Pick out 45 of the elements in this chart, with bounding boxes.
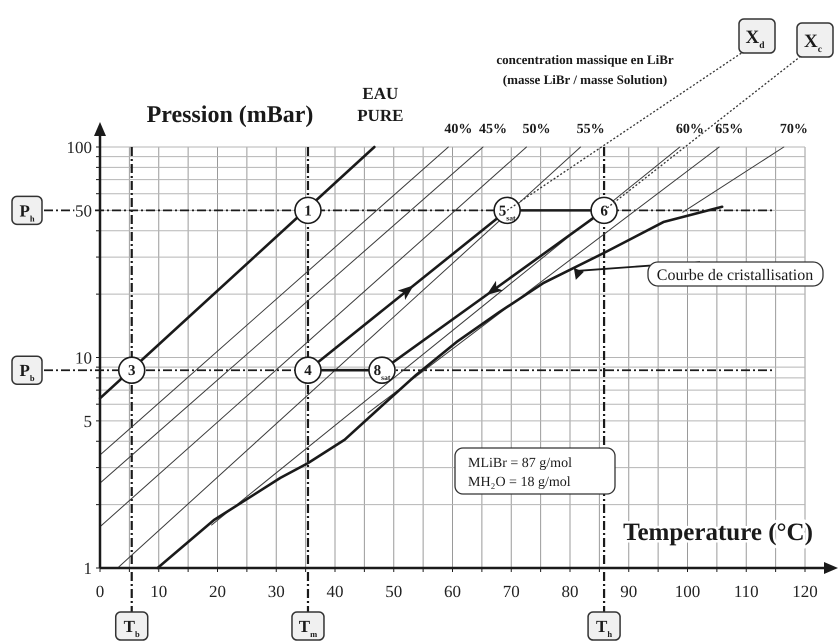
x-tick-label: 90 <box>620 582 638 601</box>
annotation: MLiBr = 87 g/mol <box>468 456 572 471</box>
series-label: 45% <box>479 122 508 137</box>
x-tick-label: 50 <box>385 582 402 601</box>
y-tick-label: 100 <box>66 138 92 157</box>
x-tick-label: 120 <box>792 582 818 601</box>
annotation: 1 <box>304 203 312 220</box>
annotation: X$_{c}$ <box>804 31 822 55</box>
annotation: X$_{d}$ <box>745 27 766 51</box>
series-label: 50% <box>522 122 551 137</box>
x-tick-label: 40 <box>326 582 344 601</box>
annotation: 6 <box>600 203 608 220</box>
ref-line-label: T$_{m}$ <box>298 617 318 639</box>
x-tick-label: 70 <box>502 582 520 601</box>
annotation: 5$_{sat}$ <box>498 203 516 222</box>
x-axis-title: Temperature (°C) <box>623 519 813 546</box>
series-label: 40% <box>444 122 472 137</box>
y-tick-label: 1 <box>84 559 92 578</box>
ref-line-label: P$_{h}$ <box>19 201 35 224</box>
y-tick-label: 5 <box>84 412 92 431</box>
ref-line-label: T$_{h}$ <box>596 617 612 639</box>
series-label: 55% <box>576 122 605 137</box>
annotation: MH₂O = 18 g/mol <box>468 475 571 490</box>
x-tick-label: 30 <box>268 582 285 601</box>
y-tick-label: 10 <box>75 348 92 368</box>
x-tick-label: 10 <box>150 582 168 601</box>
x-tick-label: 60 <box>444 582 461 601</box>
x-tick-label: 100 <box>674 582 700 601</box>
text: Courbe de cristallisation <box>656 267 814 284</box>
series-label: 70% <box>780 122 808 137</box>
series-label: 60% <box>676 122 704 137</box>
ref-line-label: T$_{b}$ <box>124 617 140 639</box>
series-label: 65% <box>715 122 744 137</box>
x-tick-label: 110 <box>734 582 759 601</box>
x-tick-label: 0 <box>96 582 104 601</box>
x-tick-label: 80 <box>562 582 578 601</box>
annotation: 4 <box>304 363 312 380</box>
annotation: 8$_{sat}$ <box>374 363 391 382</box>
annotation: 3 <box>128 363 136 380</box>
text: (masse LiBr / masse Solution) <box>502 72 668 87</box>
x-tick-label: 20 <box>209 582 226 601</box>
y-axis-title: Pression (mBar) <box>146 102 314 128</box>
text: concentration massique en LiBr <box>496 52 674 67</box>
ref-line-label: P$_{b}$ <box>19 361 35 384</box>
series-label: EAU PURE <box>357 84 404 125</box>
